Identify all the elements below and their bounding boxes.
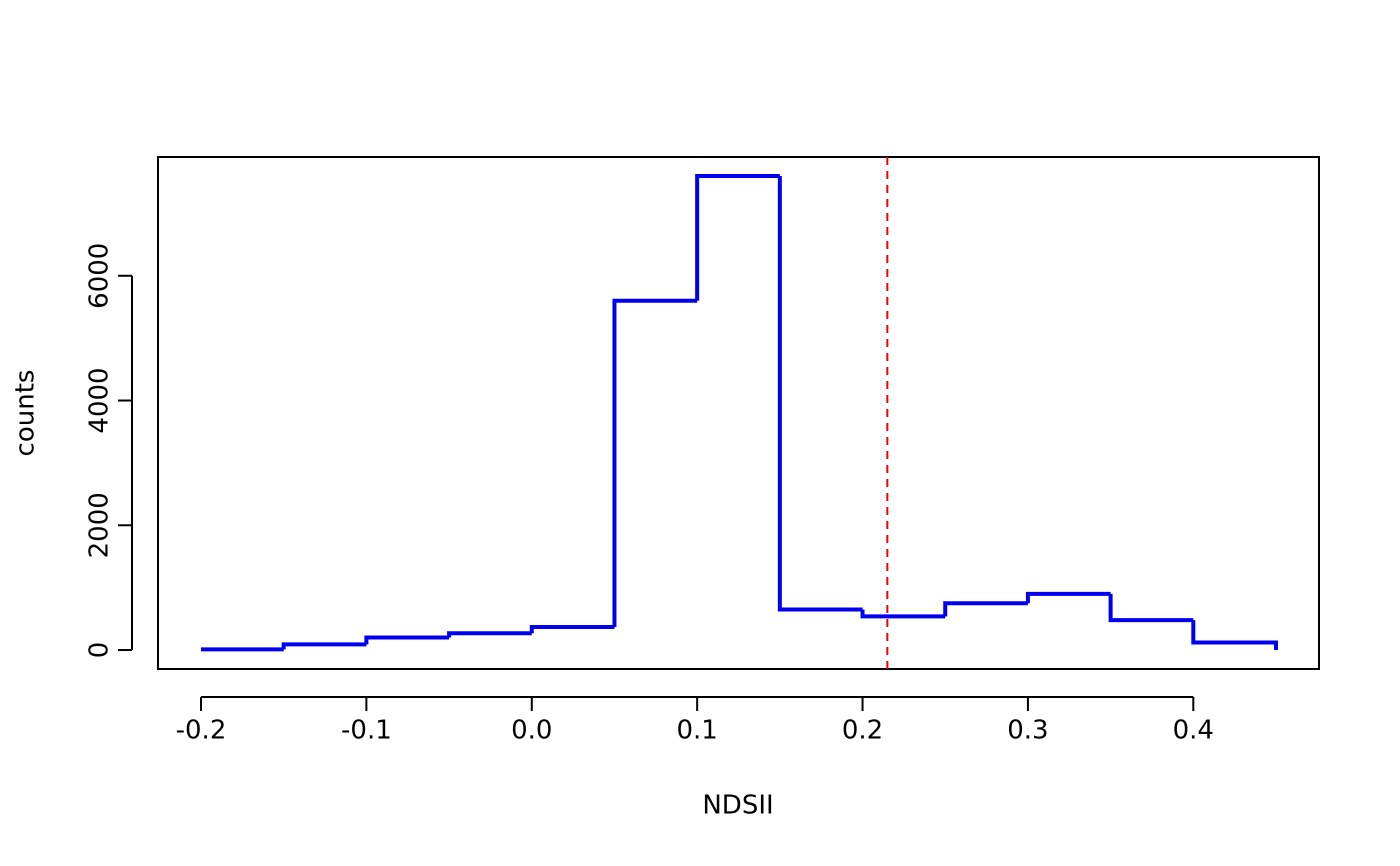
x-tick-label: -0.2 (176, 716, 227, 746)
y-axis-label: counts (11, 370, 41, 457)
x-tick-label: 0.1 (676, 716, 717, 746)
histogram-step (281, 642, 367, 650)
histogram-step (1025, 591, 1111, 604)
x-tick-label: 0.0 (511, 716, 552, 746)
x-tick-label: -0.1 (341, 716, 392, 746)
y-tick-label: 2000 (85, 492, 115, 558)
x-axis-label: NDSII (702, 791, 773, 821)
histogram-step (529, 624, 615, 634)
x-tick-label: 0.3 (1007, 716, 1048, 746)
y-tick-label: 4000 (85, 367, 115, 433)
histogram-step (447, 631, 532, 638)
histogram-step (943, 601, 1028, 617)
histogram-step (1191, 620, 1278, 651)
histogram-step (612, 298, 698, 627)
histogram-step (695, 173, 780, 301)
x-tick-label: 0.4 (1173, 716, 1214, 746)
histogram-step (860, 609, 946, 619)
histogram-step (1108, 593, 1194, 623)
histogram-step (364, 635, 450, 645)
x-tick-label: 0.2 (842, 716, 883, 746)
y-tick-label: 0 (85, 642, 115, 659)
y-tick-label: 6000 (85, 243, 115, 309)
histogram-step (777, 175, 863, 612)
plot-frame (157, 156, 1320, 670)
